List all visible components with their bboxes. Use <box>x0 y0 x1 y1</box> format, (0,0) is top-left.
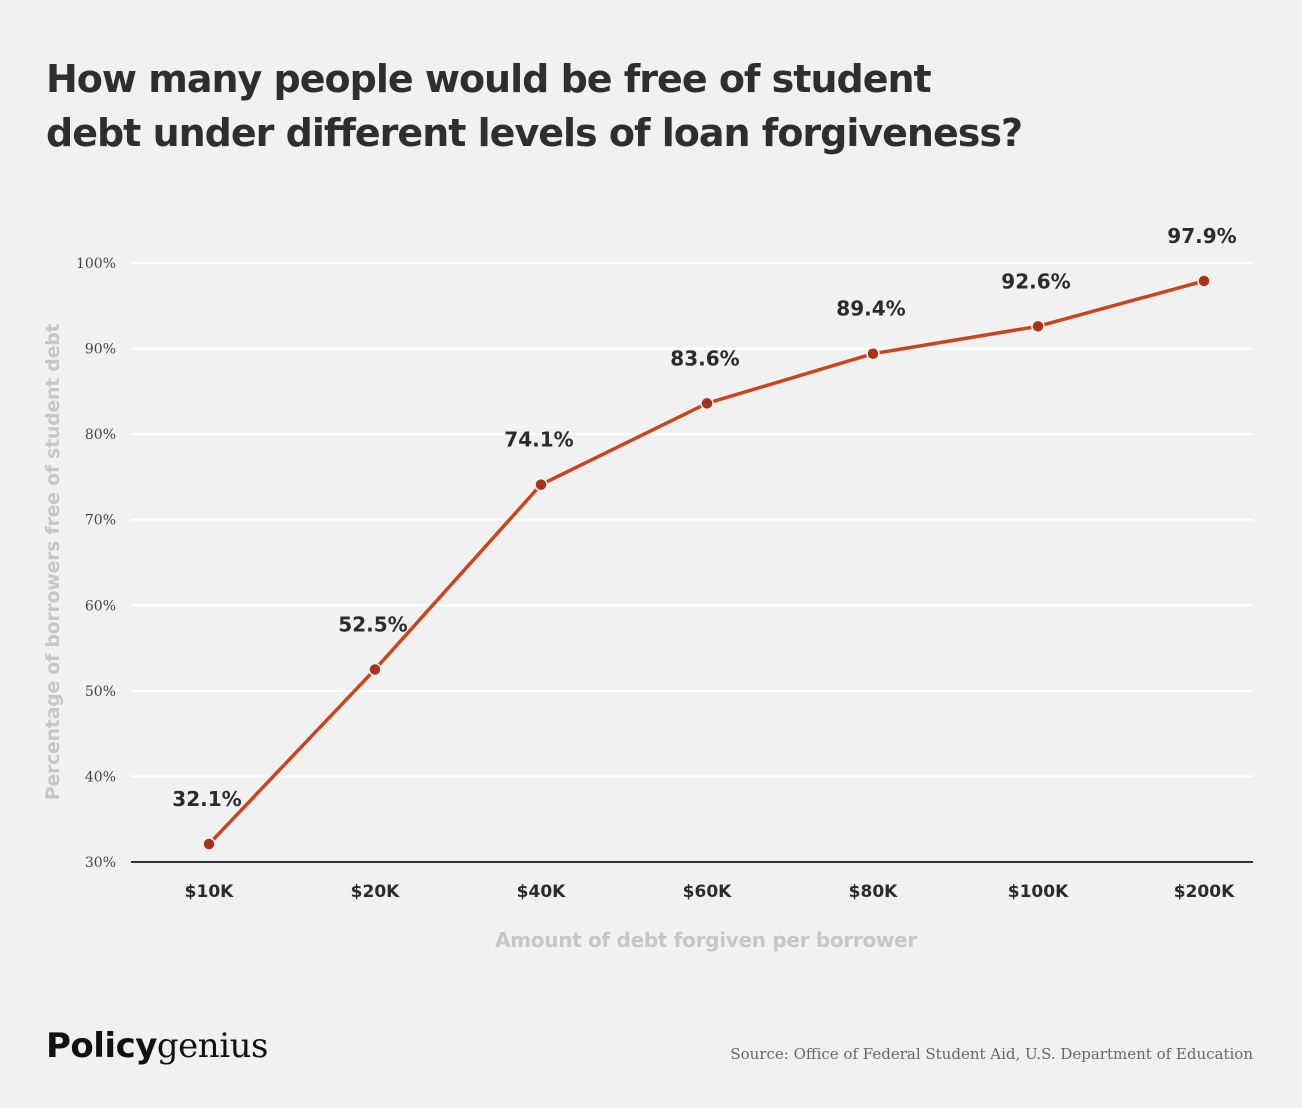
y-axis-label: Percentage of borrowers free of student … <box>42 323 64 801</box>
y-tick-label: 90% <box>85 342 116 358</box>
y-tick-label: 40% <box>85 769 116 785</box>
data-label: 97.9% <box>1167 224 1236 248</box>
data-label: 32.1% <box>172 787 241 811</box>
data-point <box>202 837 216 851</box>
chart-title: How many people would be free of student… <box>46 52 1046 160</box>
chart-title-line-1: How many people would be free of student <box>46 57 932 101</box>
data-label: 83.6% <box>670 346 739 370</box>
x-tick-label: $40K <box>517 882 566 902</box>
data-point <box>700 396 714 411</box>
data-point <box>368 662 382 677</box>
data-label: 52.5% <box>338 612 407 636</box>
policygenius-logo: Policygenius <box>46 1026 268 1066</box>
y-tick-label: 100% <box>76 256 116 272</box>
x-tick-label: $200K <box>1174 882 1235 902</box>
logo-regular-text: genius <box>156 1026 269 1066</box>
data-point <box>1197 274 1211 288</box>
y-tick-label: 60% <box>85 598 116 614</box>
x-tick-label: $100K <box>1008 882 1069 902</box>
y-tick-label: 80% <box>85 427 116 443</box>
x-tick-label: $20K <box>351 882 400 902</box>
data-label: 74.1% <box>504 428 573 452</box>
chart-title-line-2: debt under different levels of loan forg… <box>46 111 1023 155</box>
y-tick-label: 30% <box>85 855 116 871</box>
y-tick-label: 50% <box>85 684 116 700</box>
data-point <box>534 477 548 492</box>
x-tick-label: $10K <box>185 882 234 902</box>
data-point <box>866 346 880 361</box>
x-axis-label: Amount of debt forgiven per borrower <box>495 928 917 952</box>
logo-bold-text: Policy <box>46 1026 157 1066</box>
data-label: 89.4% <box>836 297 905 321</box>
y-tick-label: 70% <box>85 513 116 529</box>
x-tick-label: $80K <box>849 882 898 902</box>
x-tick-label: $60K <box>683 882 732 902</box>
source-note: Source: Office of Federal Student Aid, U… <box>730 1045 1253 1063</box>
data-point <box>1031 319 1045 334</box>
data-label: 92.6% <box>1001 269 1070 293</box>
